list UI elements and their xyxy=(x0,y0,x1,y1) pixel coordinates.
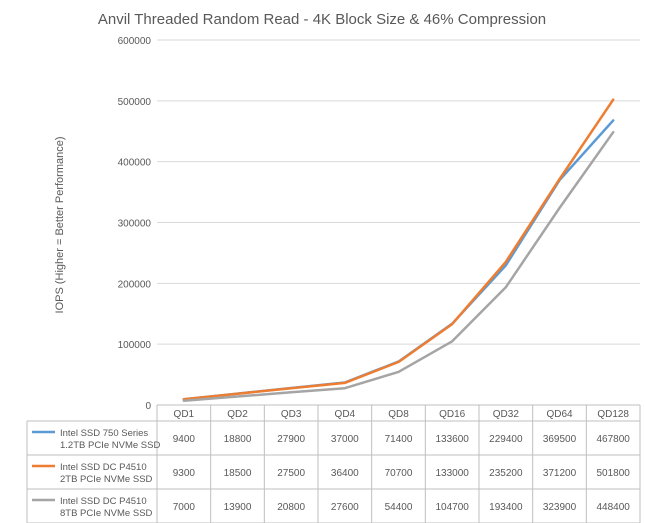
table-cell-value: 54400 xyxy=(385,502,413,513)
table-cell-value: 371200 xyxy=(543,468,577,479)
gridlines xyxy=(157,39,640,406)
legend-label-line2: 8TB PCIe NVMe SSD xyxy=(60,508,153,519)
y-tick-label: 0 xyxy=(145,401,151,412)
table-cell-value: 18800 xyxy=(224,434,252,445)
legend-label-line2: 2TB PCIe NVMe SSD xyxy=(60,474,153,485)
table-cell-value: 104700 xyxy=(435,502,469,513)
table-cell-value: 27600 xyxy=(331,502,359,513)
category-label: QD16 xyxy=(439,409,466,420)
table-cell-value: 20800 xyxy=(277,502,305,513)
table-cell-value: 18500 xyxy=(224,468,252,479)
y-axis-label: IOPS (Higher = Better Performance) xyxy=(54,137,66,314)
table-cell-value: 501800 xyxy=(596,468,630,479)
chart-title: Anvil Threaded Random Read - 4K Block Si… xyxy=(98,11,546,28)
data-table: QD1 QD2 QD3 QD4 QD8 QD16 QD32 QD64 QD128 Intel SS… xyxy=(26,404,641,523)
category-label: QD1 xyxy=(174,409,195,420)
table-cell-value: 7000 xyxy=(173,502,196,513)
y-tick-label: 300000 xyxy=(118,219,152,230)
table-cell-value: 369500 xyxy=(543,434,577,445)
table-cell-value: 467800 xyxy=(596,434,630,445)
table-cell-value: 27500 xyxy=(277,468,305,479)
table-cell-value: 193400 xyxy=(489,502,523,513)
table-cell-value: 235200 xyxy=(489,468,523,479)
y-tick-label: 100000 xyxy=(118,340,152,351)
table-cell-value: 36400 xyxy=(331,468,359,479)
legend-label-line1: Intel SSD DC P4510 xyxy=(60,496,147,507)
legend-label-line1: Intel SSD DC P4510 xyxy=(60,462,147,473)
series-lines xyxy=(182,98,615,402)
table-cell-value: 9300 xyxy=(173,468,196,479)
table-cell-value: 71400 xyxy=(385,434,413,445)
series-line-2 xyxy=(182,130,615,402)
table-cell-value: 323900 xyxy=(543,502,577,513)
table-cell-value: 70700 xyxy=(385,468,413,479)
y-tick-label: 500000 xyxy=(118,97,152,108)
legend-label-line2: 1.2TB PCIe NVMe SSD xyxy=(60,440,160,451)
table-cell-value: 13900 xyxy=(224,502,252,513)
table-cell-value: 9400 xyxy=(173,434,196,445)
table-cell-value: 27900 xyxy=(277,434,305,445)
table-cell-value: 133000 xyxy=(435,468,469,479)
table-cell-value: 448400 xyxy=(596,502,630,513)
y-axis-ticks: 0 100000 200000 300000 400000 500000 600000 xyxy=(118,36,152,412)
category-label: QD8 xyxy=(388,409,409,420)
y-tick-label: 600000 xyxy=(118,36,152,47)
table-cell-value: 229400 xyxy=(489,434,523,445)
category-label: QD4 xyxy=(335,409,356,420)
legend-label-line1: Intel SSD 750 Series xyxy=(60,428,148,439)
category-label: QD2 xyxy=(227,409,248,420)
y-tick-label: 200000 xyxy=(118,279,152,290)
series-line-1 xyxy=(182,98,615,401)
table-cell-value: 37000 xyxy=(331,434,359,445)
category-label: QD64 xyxy=(546,409,573,420)
table-cell-value: 133600 xyxy=(435,434,469,445)
category-label: QD128 xyxy=(597,409,629,420)
category-label: QD3 xyxy=(281,409,302,420)
category-label: QD32 xyxy=(493,409,520,420)
series-line-0 xyxy=(182,119,615,401)
y-tick-label: 400000 xyxy=(118,158,152,169)
